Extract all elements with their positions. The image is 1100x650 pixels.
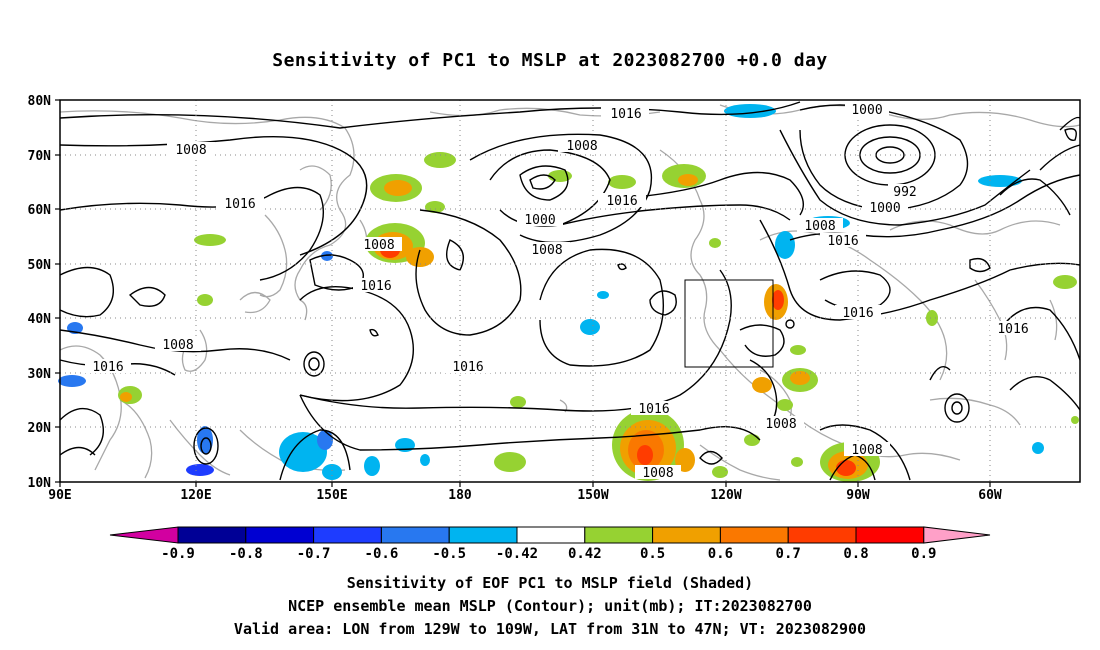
colorbar-swatch	[380, 526, 450, 544]
contour-label: 1008	[175, 143, 206, 158]
contour-label: 1008	[363, 238, 394, 253]
lat-label: 30N	[28, 367, 52, 382]
contour-label: 1008	[642, 466, 673, 481]
contour-label: 1016	[638, 402, 669, 417]
contour-labels: 1016 1008 1000 1008 1016 1000 992 1000 1…	[85, 102, 1036, 481]
contour-label: 1016	[452, 360, 483, 375]
contour-label: 1016	[842, 306, 873, 321]
sensitivity-shading	[58, 104, 1079, 482]
caption-shading: Sensitivity of EOF PC1 to MSLP field (Sh…	[346, 574, 754, 592]
valid-area-box	[684, 279, 774, 368]
lat-label: 60N	[28, 203, 52, 218]
contour-label: 1016	[92, 360, 123, 375]
colorbar-swatch	[584, 526, 654, 544]
map-title: Sensitivity of PC1 to MSLP at 2023082700…	[272, 50, 828, 71]
contour-label: 1016	[224, 197, 255, 212]
lon-label: 180	[448, 488, 472, 503]
lat-label: 80N	[28, 94, 52, 109]
colorbar-label: 0.8	[843, 546, 868, 562]
contour-label: 1008	[804, 219, 835, 234]
contour-label: 1000	[851, 103, 882, 118]
contour-label: 1008	[851, 443, 882, 458]
colorbar-swatch	[313, 526, 382, 544]
lat-label: 20N	[28, 421, 52, 436]
contour-label: 1016	[997, 322, 1028, 337]
lon-label: 90W	[846, 488, 870, 503]
lat-label: 50N	[28, 258, 52, 273]
colorbar: -0.9 -0.8 -0.7 -0.6 -0.5 -0.42 0.42 0.5 0.6 0.7 0.…	[109, 526, 991, 562]
map-frame	[59, 99, 1081, 483]
sensitivity-map: 1016 1008 1000 1008 1016 1000 992 1000 1…	[28, 94, 1081, 562]
lon-label: 90E	[48, 488, 71, 503]
contour-label: 1016	[827, 234, 858, 249]
colorbar-label: -0.7	[297, 546, 331, 562]
lat-label: 10N	[28, 476, 52, 491]
colorbar-swatch	[516, 526, 586, 544]
lon-label: 150W	[577, 488, 608, 503]
coastlines	[59, 104, 1081, 481]
contour-label: 1016	[360, 279, 391, 294]
contour-label: 1000	[869, 201, 900, 216]
lon-label: 60W	[978, 488, 1002, 503]
colorbar-swatch	[177, 526, 247, 544]
colorbar-label: -0.5	[432, 546, 466, 562]
axis-ticks	[55, 99, 991, 487]
longitude-labels: 90E 120E 150E 180 150W 120W 90W 60W	[48, 488, 1002, 503]
colorbar-swatch	[855, 526, 925, 544]
lon-label: 150E	[316, 488, 347, 503]
lon-label: 120E	[180, 488, 211, 503]
colorbar-label: -0.6	[365, 546, 399, 562]
colorbar-swatch	[448, 526, 518, 544]
colorbar-label: 0.9	[911, 546, 936, 562]
lat-label: 40N	[28, 312, 52, 327]
colorbar-swatch	[719, 526, 789, 544]
caption-contour: NCEP ensemble mean MSLP (Contour); unit(…	[288, 597, 812, 615]
colorbar-swatch	[652, 526, 721, 544]
latitude-labels: 80N 70N 60N 50N 40N 30N 20N 10N	[28, 94, 52, 491]
colorbar-label: 0.42	[568, 546, 602, 562]
colorbar-low-end	[109, 526, 179, 544]
colorbar-swatch	[245, 526, 315, 544]
contour-label: 992	[893, 185, 916, 200]
colorbar-swatch	[787, 526, 857, 544]
contour-label: 1016	[610, 107, 641, 122]
colorbar-label: -0.9	[161, 546, 195, 562]
contour-label: 1008	[531, 243, 562, 258]
caption-valid-area: Valid area: LON from 129W to 109W, LAT f…	[233, 620, 867, 638]
colorbar-label: 0.6	[708, 546, 733, 562]
colorbar-label: 0.7	[776, 546, 801, 562]
grid-lines	[60, 100, 1080, 482]
lat-label: 70N	[28, 149, 52, 164]
contour-label: 1008	[765, 417, 796, 432]
colorbar-label: -0.42	[496, 546, 538, 562]
contour-label: 1008	[566, 139, 597, 154]
contour-label: 1016	[606, 194, 637, 209]
colorbar-label: 0.5	[640, 546, 665, 562]
contour-label: 1008	[162, 338, 193, 353]
colorbar-label: -0.8	[229, 546, 263, 562]
lon-label: 120W	[710, 488, 741, 503]
mslp-contours	[59, 101, 1081, 481]
colorbar-high-end	[923, 526, 991, 544]
contour-label: 1000	[524, 213, 555, 228]
